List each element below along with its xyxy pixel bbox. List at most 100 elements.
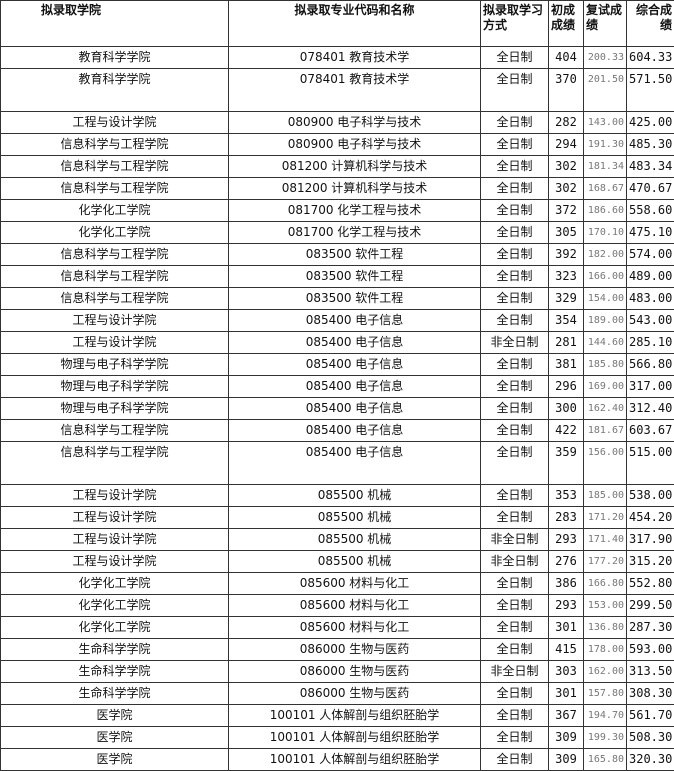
retest-score-cell: 182.00	[584, 244, 627, 266]
college-cell: 工程与设计学院	[1, 310, 229, 332]
retest-score-cell: 185.00	[584, 485, 627, 507]
college-cell: 化学化工学院	[1, 200, 229, 222]
study-mode-cell: 全日制	[481, 376, 549, 398]
initial-score-cell: 303	[549, 661, 584, 683]
study-mode-cell: 非全日制	[481, 551, 549, 573]
major-cell: 078401 教育技术学	[229, 69, 481, 112]
major-cell: 078401 教育技术学	[229, 47, 481, 69]
study-mode-cell: 全日制	[481, 573, 549, 595]
college-cell: 教育科学学院	[1, 47, 229, 69]
total-score-cell: 299.50	[627, 595, 674, 617]
retest-score-cell: 153.00	[584, 595, 627, 617]
total-score-cell: 508.30	[627, 727, 674, 749]
study-mode-cell: 全日制	[481, 705, 549, 727]
major-cell: 086000 生物与医药	[229, 683, 481, 705]
retest-score-cell: 169.00	[584, 376, 627, 398]
retest-score-cell: 201.50	[584, 69, 627, 112]
major-cell: 100101 人体解剖与组织胚胎学	[229, 705, 481, 727]
total-score-cell: 425.00	[627, 112, 674, 134]
college-cell: 化学化工学院	[1, 617, 229, 639]
study-mode-cell: 全日制	[481, 354, 549, 376]
initial-score-cell: 293	[549, 595, 584, 617]
study-mode-cell: 非全日制	[481, 661, 549, 683]
initial-score-cell: 300	[549, 398, 584, 420]
initial-score-cell: 281	[549, 332, 584, 354]
initial-score-cell: 415	[549, 639, 584, 661]
header-total-score: 综合成绩	[627, 1, 674, 47]
total-score-cell: 485.30	[627, 134, 674, 156]
retest-score-cell: 181.34	[584, 156, 627, 178]
major-cell: 085500 机械	[229, 529, 481, 551]
total-score-cell: 515.00	[627, 442, 674, 485]
study-mode-cell: 全日制	[481, 617, 549, 639]
initial-score-cell: 309	[549, 749, 584, 771]
initial-score-cell: 353	[549, 485, 584, 507]
study-mode-cell: 全日制	[481, 266, 549, 288]
retest-score-cell: 168.67	[584, 178, 627, 200]
major-cell: 083500 软件工程	[229, 244, 481, 266]
retest-score-cell: 144.60	[584, 332, 627, 354]
college-cell: 医学院	[1, 749, 229, 771]
college-cell: 物理与电子科学学院	[1, 398, 229, 420]
retest-score-cell: 165.80	[584, 749, 627, 771]
total-score-cell: 317.90	[627, 529, 674, 551]
study-mode-cell: 全日制	[481, 47, 549, 69]
major-cell: 080900 电子科学与技术	[229, 134, 481, 156]
retest-score-cell: 171.20	[584, 507, 627, 529]
retest-score-cell: 177.20	[584, 551, 627, 573]
college-cell: 生命科学学院	[1, 683, 229, 705]
college-cell: 工程与设计学院	[1, 332, 229, 354]
study-mode-cell: 全日制	[481, 156, 549, 178]
study-mode-cell: 非全日制	[481, 332, 549, 354]
total-score-cell: 315.20	[627, 551, 674, 573]
retest-score-cell: 171.40	[584, 529, 627, 551]
total-score-cell: 313.50	[627, 661, 674, 683]
total-score-cell: 571.50	[627, 69, 674, 112]
initial-score-cell: 381	[549, 354, 584, 376]
study-mode-cell: 全日制	[481, 244, 549, 266]
initial-score-cell: 329	[549, 288, 584, 310]
major-cell: 080900 电子科学与技术	[229, 112, 481, 134]
college-cell: 物理与电子科学学院	[1, 376, 229, 398]
total-score-cell: 475.10	[627, 222, 674, 244]
total-score-cell: 593.00	[627, 639, 674, 661]
major-cell: 085600 材料与化工	[229, 595, 481, 617]
initial-score-cell: 386	[549, 573, 584, 595]
study-mode-cell: 全日制	[481, 398, 549, 420]
major-cell: 085400 电子信息	[229, 376, 481, 398]
header-row: 拟录取学院 拟录取专业代码和名称 拟录取学习方式 初成成绩 复试成绩 综合成绩	[1, 1, 674, 47]
total-score-cell: 604.33	[627, 47, 674, 69]
study-mode-cell: 全日制	[481, 442, 549, 485]
study-mode-cell: 全日制	[481, 112, 549, 134]
major-cell: 086000 生物与医药	[229, 661, 481, 683]
study-mode-cell: 全日制	[481, 69, 549, 112]
initial-score-cell: 276	[549, 551, 584, 573]
study-mode-cell: 全日制	[481, 595, 549, 617]
retest-score-cell: 166.00	[584, 266, 627, 288]
retest-score-cell: 166.80	[584, 573, 627, 595]
college-cell: 化学化工学院	[1, 222, 229, 244]
initial-score-cell: 404	[549, 47, 584, 69]
retest-score-cell: 162.40	[584, 398, 627, 420]
initial-score-cell: 302	[549, 156, 584, 178]
initial-score-cell: 372	[549, 200, 584, 222]
initial-score-cell: 301	[549, 683, 584, 705]
retest-score-cell: 194.70	[584, 705, 627, 727]
total-score-cell: 483.00	[627, 288, 674, 310]
initial-score-cell: 293	[549, 529, 584, 551]
total-score-cell: 317.00	[627, 376, 674, 398]
major-cell: 085400 电子信息	[229, 310, 481, 332]
